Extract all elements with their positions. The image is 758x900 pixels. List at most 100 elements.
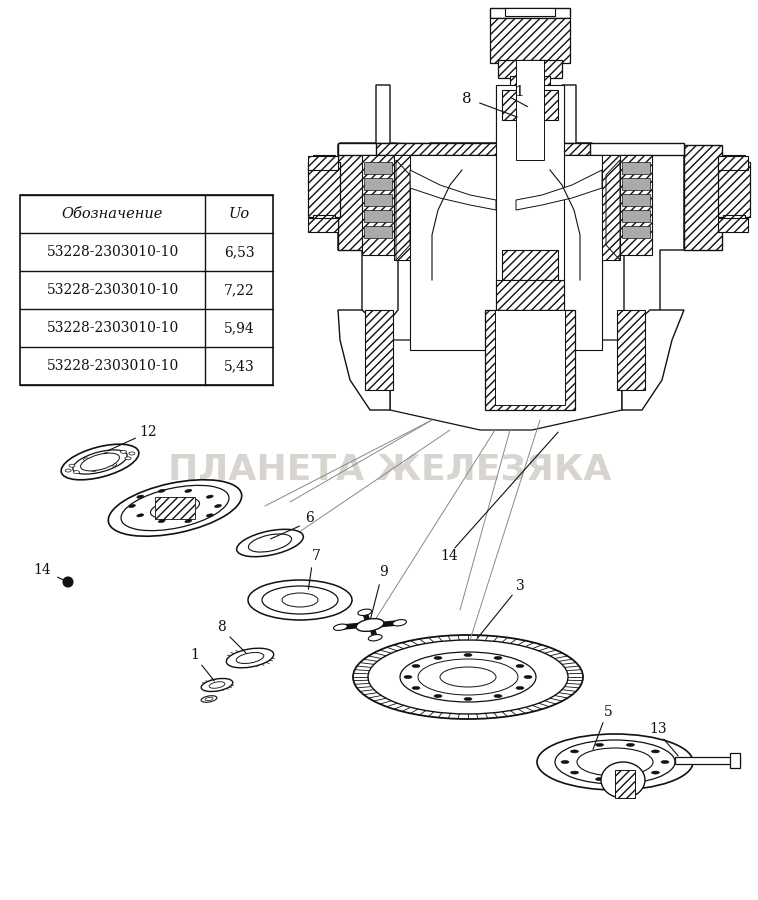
Bar: [313, 155, 335, 165]
Ellipse shape: [236, 652, 264, 663]
Ellipse shape: [215, 504, 221, 508]
Ellipse shape: [464, 653, 472, 656]
Bar: [622, 178, 650, 190]
Bar: [516, 60, 544, 160]
Ellipse shape: [236, 529, 303, 557]
Ellipse shape: [73, 450, 127, 474]
Ellipse shape: [358, 609, 371, 616]
Text: 13: 13: [649, 722, 667, 736]
Text: 53228-2303010-10: 53228-2303010-10: [46, 359, 179, 373]
Bar: [498, 60, 562, 78]
Ellipse shape: [494, 656, 502, 660]
Ellipse shape: [368, 640, 568, 714]
Ellipse shape: [129, 452, 135, 455]
Ellipse shape: [393, 619, 406, 626]
Bar: [364, 226, 392, 238]
Ellipse shape: [121, 485, 229, 531]
Bar: [723, 215, 745, 225]
Bar: [675, 757, 740, 764]
Ellipse shape: [571, 771, 578, 774]
Text: 7: 7: [312, 549, 321, 563]
Ellipse shape: [412, 664, 420, 668]
Bar: [730, 753, 740, 768]
Bar: [364, 162, 392, 174]
Bar: [394, 155, 410, 260]
Text: 6,53: 6,53: [224, 245, 255, 259]
Polygon shape: [338, 85, 430, 400]
Bar: [338, 143, 684, 155]
Polygon shape: [410, 170, 496, 210]
Ellipse shape: [561, 760, 569, 763]
Ellipse shape: [121, 450, 127, 454]
Bar: [602, 155, 620, 260]
Bar: [718, 156, 748, 170]
Text: Обозначение: Обозначение: [62, 207, 163, 221]
Polygon shape: [390, 340, 622, 430]
Ellipse shape: [626, 778, 634, 780]
Ellipse shape: [136, 514, 144, 517]
Bar: [313, 215, 335, 225]
Ellipse shape: [206, 514, 213, 517]
Bar: [308, 218, 338, 232]
Text: 3: 3: [515, 579, 525, 593]
Polygon shape: [622, 310, 684, 410]
Ellipse shape: [516, 664, 524, 668]
Bar: [364, 210, 392, 222]
Ellipse shape: [368, 634, 382, 641]
Polygon shape: [338, 310, 390, 410]
Polygon shape: [430, 85, 684, 400]
Polygon shape: [516, 170, 602, 210]
Bar: [495, 310, 565, 405]
Bar: [622, 194, 650, 206]
Ellipse shape: [129, 504, 136, 508]
Ellipse shape: [434, 695, 442, 698]
Bar: [718, 218, 748, 232]
Text: 5,43: 5,43: [224, 359, 255, 373]
Ellipse shape: [209, 681, 225, 688]
Ellipse shape: [151, 498, 199, 518]
Ellipse shape: [205, 698, 213, 700]
Bar: [485, 310, 575, 410]
Ellipse shape: [334, 624, 347, 630]
Bar: [496, 85, 564, 345]
Bar: [505, 8, 555, 16]
Bar: [620, 155, 652, 255]
Bar: [376, 143, 590, 155]
Ellipse shape: [596, 778, 603, 780]
Ellipse shape: [524, 676, 532, 679]
Bar: [617, 310, 645, 390]
Text: 9: 9: [380, 565, 388, 579]
Ellipse shape: [185, 490, 192, 492]
Ellipse shape: [63, 577, 73, 587]
Bar: [684, 145, 722, 250]
Ellipse shape: [61, 445, 139, 480]
Ellipse shape: [537, 734, 693, 790]
Ellipse shape: [83, 458, 89, 461]
Ellipse shape: [418, 659, 518, 695]
Ellipse shape: [91, 468, 97, 472]
Ellipse shape: [353, 635, 583, 719]
Bar: [308, 162, 340, 217]
Bar: [490, 18, 570, 63]
Ellipse shape: [248, 580, 352, 620]
Ellipse shape: [201, 679, 233, 691]
Bar: [364, 178, 392, 190]
Ellipse shape: [412, 687, 420, 689]
Ellipse shape: [158, 490, 165, 492]
Text: 53228-2303010-10: 53228-2303010-10: [46, 283, 179, 297]
Bar: [362, 155, 394, 255]
Bar: [510, 76, 550, 94]
Ellipse shape: [185, 519, 192, 523]
Text: ПЛАНЕТА ЖЕЛЕЗЯКА: ПЛАНЕТА ЖЕЛЕЗЯКА: [168, 453, 612, 487]
Ellipse shape: [69, 464, 75, 467]
Bar: [502, 90, 558, 120]
Bar: [338, 145, 376, 250]
Ellipse shape: [601, 762, 645, 798]
Bar: [155, 497, 195, 519]
Ellipse shape: [158, 519, 165, 523]
Ellipse shape: [494, 695, 502, 698]
Text: 6: 6: [305, 511, 315, 525]
Ellipse shape: [400, 652, 536, 702]
Bar: [364, 194, 392, 206]
Ellipse shape: [125, 457, 131, 460]
